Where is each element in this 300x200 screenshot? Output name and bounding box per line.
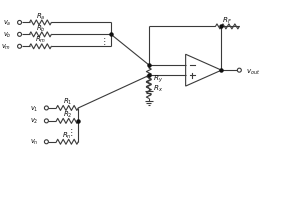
Text: $R_2$: $R_2$	[62, 109, 72, 119]
Text: $R_1$: $R_1$	[62, 96, 72, 107]
Text: $R_b$: $R_b$	[36, 23, 45, 33]
Text: $v_m$: $v_m$	[2, 42, 12, 52]
Text: $v_n$: $v_n$	[30, 137, 38, 147]
Text: $v_{out}$: $v_{out}$	[246, 67, 260, 76]
Text: $R_F$: $R_F$	[222, 15, 233, 25]
Text: $v_a$: $v_a$	[3, 19, 12, 28]
Text: $\vdots$: $\vdots$	[100, 36, 106, 47]
Text: $\vdots$: $\vdots$	[67, 127, 74, 138]
Text: $v_1$: $v_1$	[30, 104, 38, 113]
Text: $v_2$: $v_2$	[30, 117, 38, 126]
Text: $R_n$: $R_n$	[62, 130, 72, 140]
Text: $R_a$: $R_a$	[36, 11, 45, 21]
Text: $R_x$: $R_x$	[153, 84, 163, 94]
Text: $R_m$: $R_m$	[35, 35, 46, 45]
Text: $R_y$: $R_y$	[153, 73, 163, 84]
Text: $v_b$: $v_b$	[3, 31, 12, 40]
